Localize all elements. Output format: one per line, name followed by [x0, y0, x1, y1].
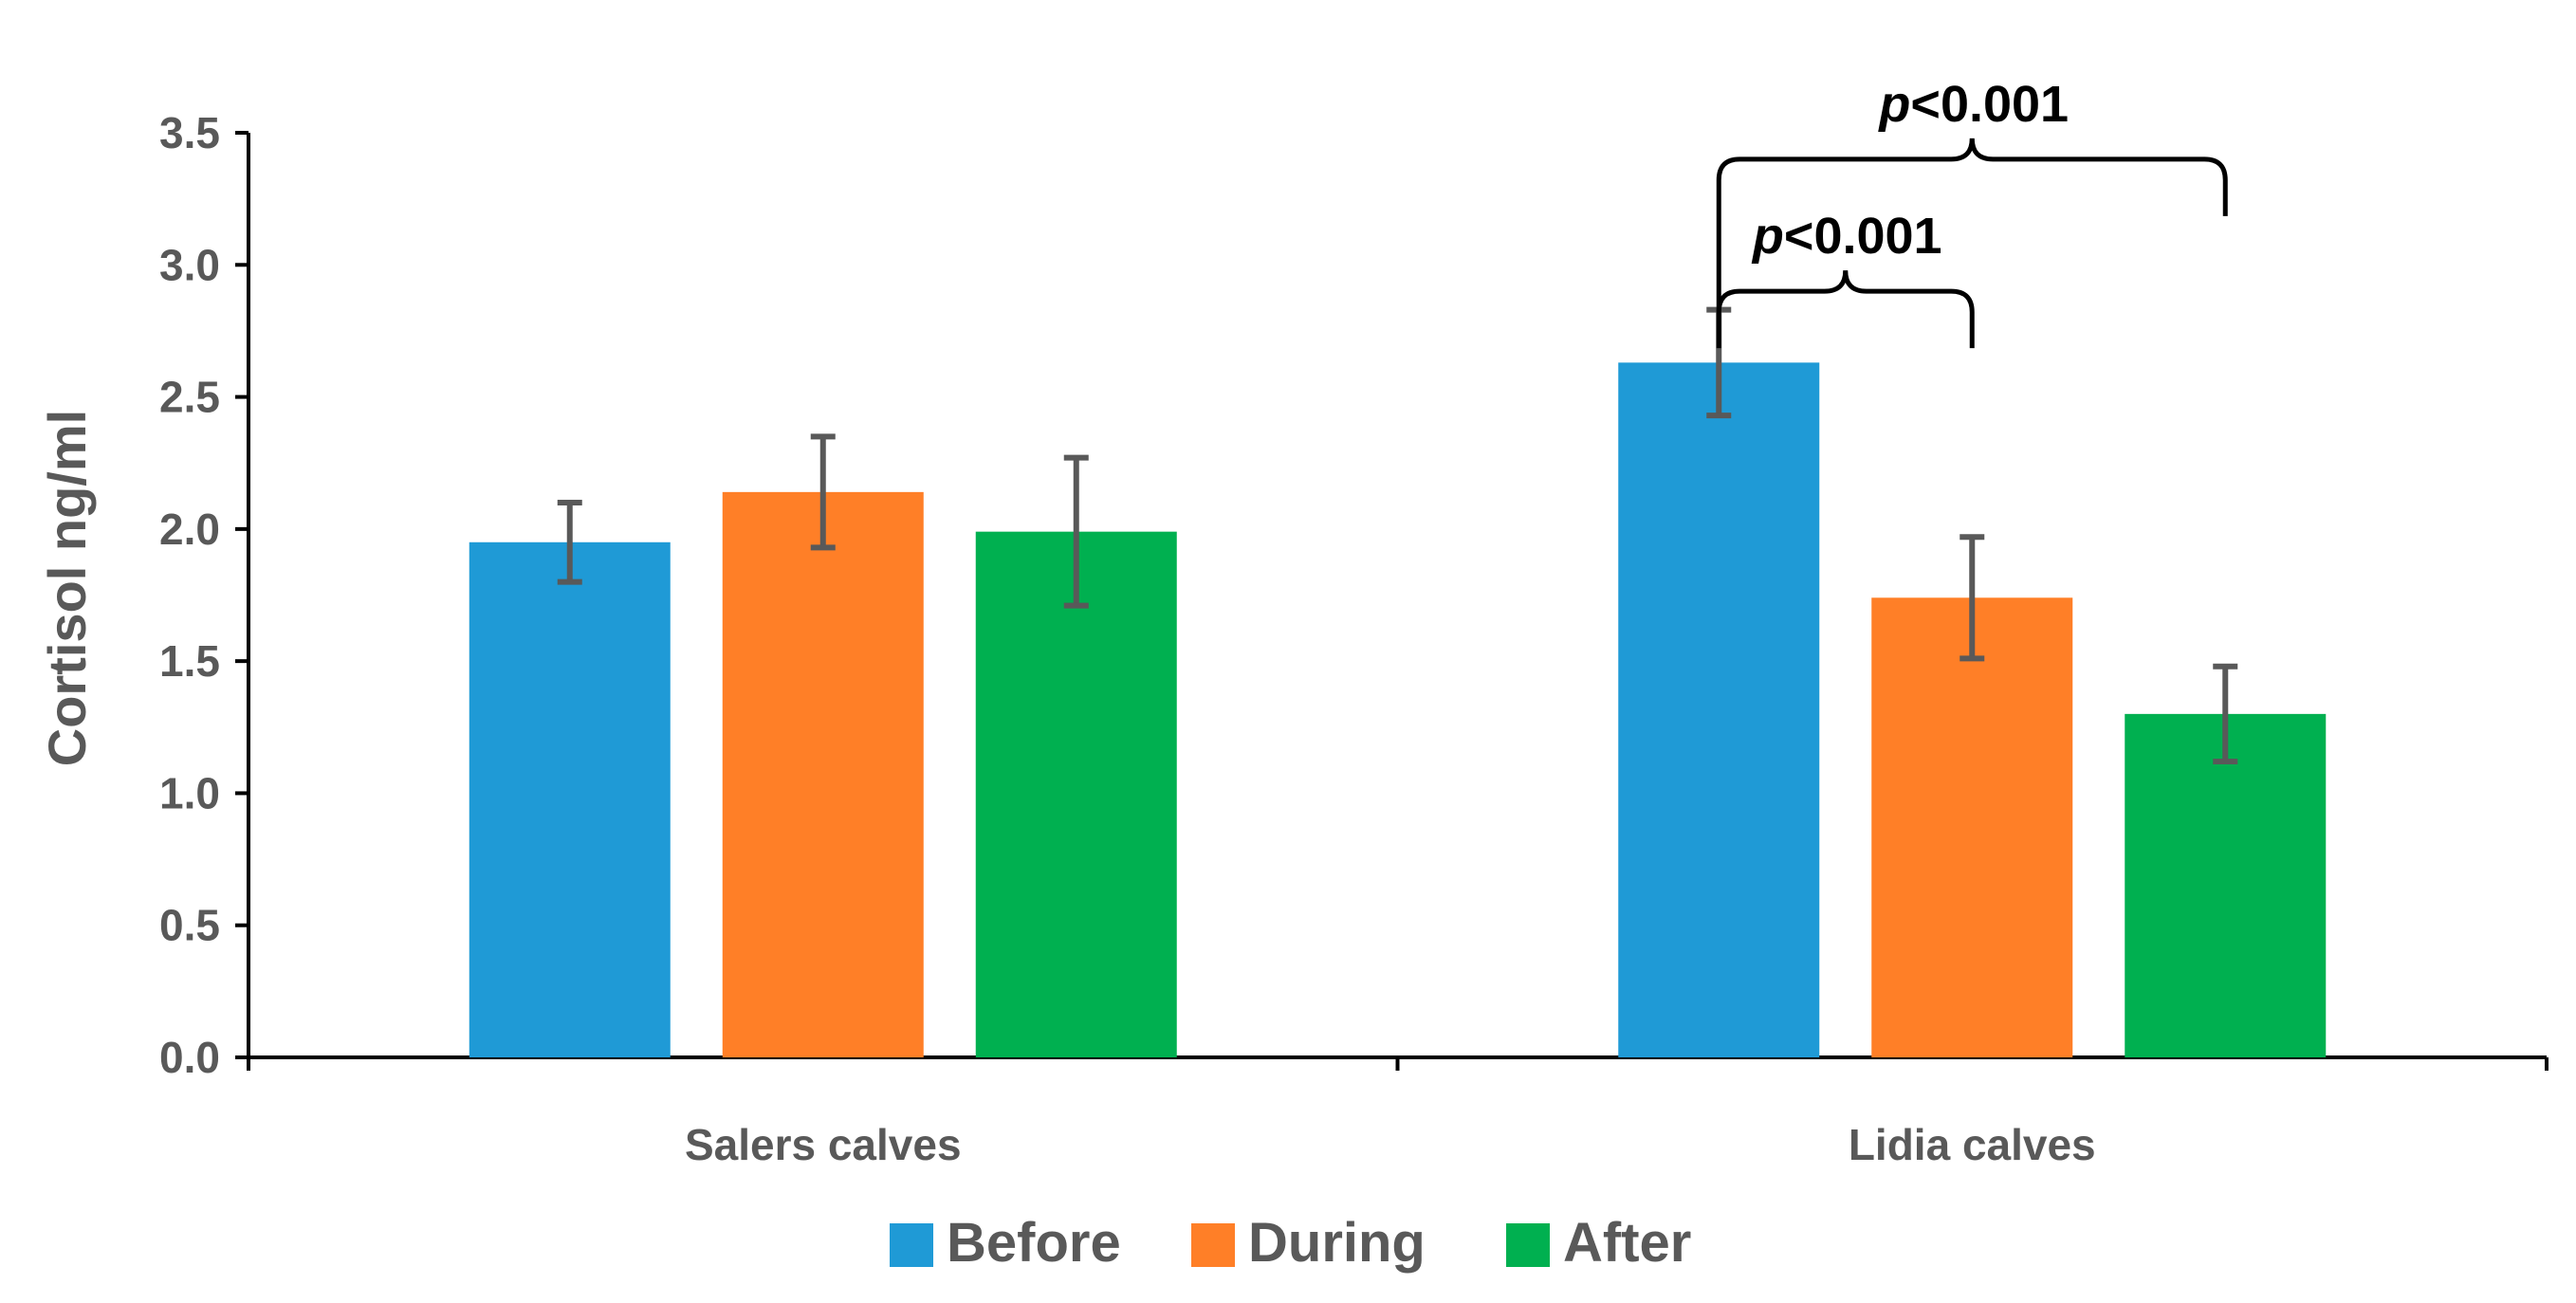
x-category-label: Lidia calves: [1849, 1120, 2096, 1169]
p-value: <0.001: [1910, 76, 2069, 133]
legend-swatch-after: [1506, 1223, 1550, 1267]
legend-label-after: After: [1563, 1212, 1691, 1274]
y-tick-label: 1.0: [159, 768, 220, 817]
p-symbol: p: [1877, 76, 1910, 133]
bar-before: [469, 541, 671, 1057]
x-category-label: Salers calves: [685, 1120, 962, 1169]
y-axis-title: Cortisol ng/ml: [37, 410, 97, 766]
p-symbol: p: [1751, 208, 1784, 265]
legend-swatch-during: [1191, 1223, 1235, 1267]
significance-label: p<0.001: [1751, 208, 1942, 265]
legend-label-before: Before: [947, 1212, 1121, 1274]
bar-after: [2125, 713, 2327, 1057]
bar-during: [1871, 597, 2073, 1057]
y-tick-label: 2.5: [159, 373, 220, 422]
y-tick-label: 3.5: [159, 108, 220, 157]
bar-after: [975, 531, 1177, 1057]
legend-label-during: During: [1248, 1212, 1426, 1274]
p-value: <0.001: [1784, 208, 1942, 265]
bar-during: [722, 491, 924, 1057]
legend-swatch-before: [890, 1223, 933, 1267]
y-tick-label: 3.0: [159, 240, 220, 289]
y-tick-label: 0.5: [159, 901, 220, 950]
y-tick-label: 2.0: [159, 505, 220, 554]
significance-bracket: [1716, 270, 1975, 349]
bar-before: [1618, 362, 1820, 1057]
y-tick-label: 0.0: [159, 1033, 220, 1082]
plot-area: 0.0 0.5 1.0 1.5 2.0 2.5 3.0 3.5 Salers calves Lid…: [159, 76, 2548, 1169]
significance-label: p<0.001: [1877, 76, 2069, 133]
legend: Before During After: [890, 1212, 1691, 1274]
y-tick-label: 1.5: [159, 636, 220, 686]
